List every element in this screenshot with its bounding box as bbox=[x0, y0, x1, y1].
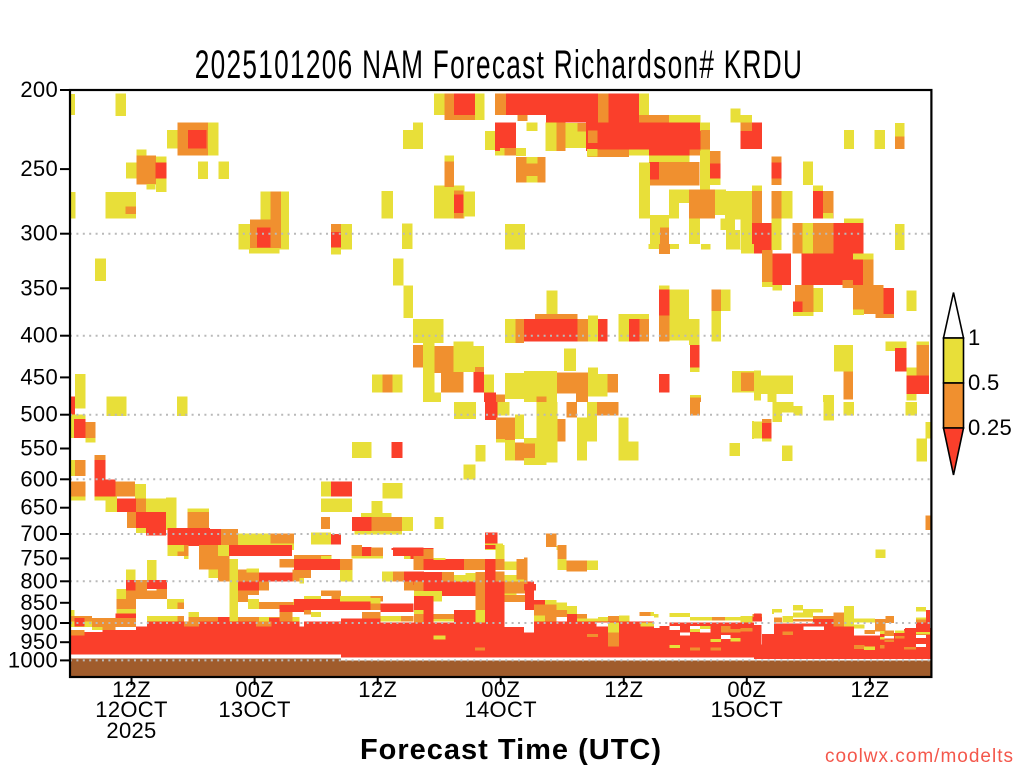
svg-text:700: 700 bbox=[20, 521, 58, 546]
svg-text:13OCT: 13OCT bbox=[218, 697, 290, 722]
svg-text:650: 650 bbox=[20, 495, 58, 520]
svg-text:300: 300 bbox=[20, 221, 58, 246]
svg-text:0.25: 0.25 bbox=[968, 415, 1012, 440]
svg-text:200: 200 bbox=[20, 77, 58, 102]
svg-text:950: 950 bbox=[20, 629, 58, 654]
svg-text:Forecast Time (UTC): Forecast Time (UTC) bbox=[360, 734, 662, 766]
svg-text:550: 550 bbox=[20, 436, 58, 461]
svg-text:1000: 1000 bbox=[8, 647, 58, 672]
svg-text:2025101206 NAM Forecast Richar: 2025101206 NAM Forecast Richardson# KRDU bbox=[195, 43, 803, 88]
svg-text:00Z: 00Z bbox=[727, 677, 766, 702]
svg-text:1: 1 bbox=[968, 325, 981, 350]
svg-text:12Z: 12Z bbox=[850, 677, 889, 702]
svg-text:850: 850 bbox=[20, 590, 58, 615]
svg-text:00Z: 00Z bbox=[235, 677, 274, 702]
svg-text:400: 400 bbox=[20, 323, 58, 348]
svg-text:00Z: 00Z bbox=[481, 677, 520, 702]
svg-text:15OCT: 15OCT bbox=[711, 697, 783, 722]
svg-text:12Z: 12Z bbox=[358, 677, 397, 702]
svg-text:14OCT: 14OCT bbox=[464, 697, 536, 722]
svg-text:250: 250 bbox=[20, 156, 58, 181]
svg-text:12OCT: 12OCT bbox=[95, 697, 167, 722]
svg-text:450: 450 bbox=[20, 364, 58, 389]
svg-text:0.5: 0.5 bbox=[968, 370, 999, 395]
svg-text:900: 900 bbox=[20, 610, 58, 635]
svg-text:600: 600 bbox=[20, 466, 58, 491]
svg-text:12Z: 12Z bbox=[604, 677, 643, 702]
svg-text:2025: 2025 bbox=[106, 718, 156, 743]
svg-text:800: 800 bbox=[20, 568, 58, 593]
svg-text:coolwx.com/modelts: coolwx.com/modelts bbox=[825, 746, 1014, 767]
svg-text:12Z: 12Z bbox=[112, 677, 151, 702]
svg-text:750: 750 bbox=[20, 545, 58, 570]
svg-text:500: 500 bbox=[20, 402, 58, 427]
svg-text:350: 350 bbox=[20, 275, 58, 300]
